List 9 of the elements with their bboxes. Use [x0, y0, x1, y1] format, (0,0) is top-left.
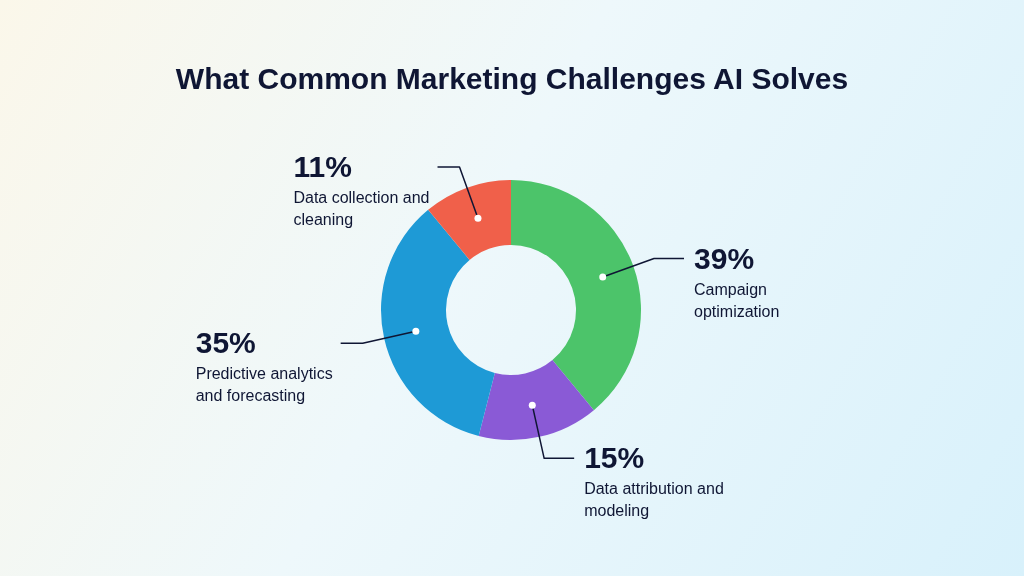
slice-label: Predictive analytics and forecasting: [195, 365, 333, 405]
data-label: 39%: [694, 241, 755, 275]
chart-title: What Common Marketing Challenges AI Solves: [174, 62, 850, 96]
slice-label: Data attribution and modeling: [584, 480, 724, 520]
slice-label: Data collection and cleaning: [293, 188, 430, 228]
data-label: 15%: [584, 441, 645, 475]
data-label: 11%: [293, 149, 352, 183]
slice-label: Campaign optimization: [694, 280, 780, 320]
data-label: 35%: [195, 326, 256, 360]
